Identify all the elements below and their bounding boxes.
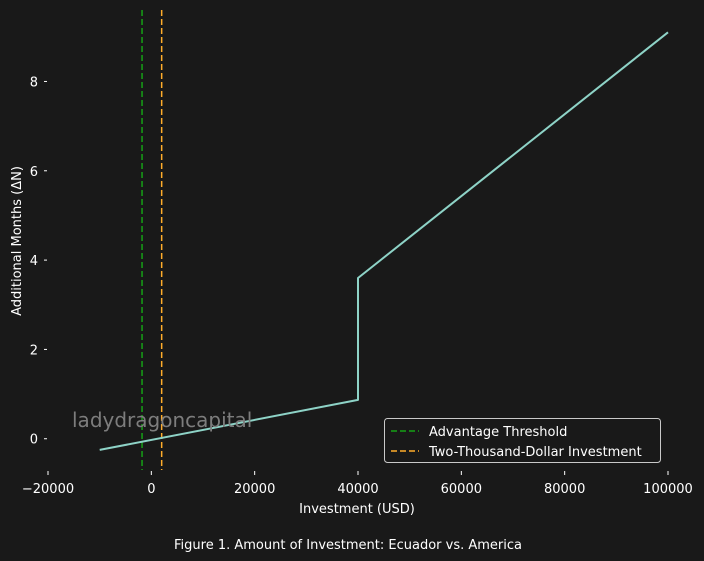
x-tick-label: 100000 bbox=[643, 482, 693, 497]
y-tick-label: 2 bbox=[30, 343, 38, 358]
data-series bbox=[99, 31, 669, 451]
x-tick-label: 60000 bbox=[441, 482, 482, 497]
y-tick-label: 4 bbox=[30, 254, 38, 269]
y-tick-label: 6 bbox=[30, 165, 38, 180]
y-axis-ticks: 0 2 4 6 8 bbox=[30, 75, 47, 448]
y-tick-label: 8 bbox=[30, 75, 38, 90]
x-tick-label: 80000 bbox=[544, 482, 585, 497]
x-tick-label: 0 bbox=[147, 482, 155, 497]
legend-label: Advantage Threshold bbox=[429, 425, 567, 440]
x-axis-title: Investment (USD) bbox=[299, 502, 415, 517]
x-axis-ticks: −20000 0 20000 40000 60000 80000 100000 bbox=[22, 471, 693, 497]
reference-lines bbox=[141, 10, 163, 470]
chart-legend: Advantage Threshold Two-Thousand-Dollar I… bbox=[384, 418, 661, 463]
figure-caption: Figure 1. Amount of Investment: Ecuador … bbox=[174, 538, 522, 553]
y-tick-label: 0 bbox=[30, 433, 38, 448]
y-axis-title: Additional Months (ΔN) bbox=[10, 166, 25, 316]
series-line bbox=[99, 31, 669, 451]
watermark-text: ladydragoncapital bbox=[72, 408, 252, 432]
legend-label: Two-Thousand-Dollar Investment bbox=[428, 445, 642, 460]
x-tick-label: −20000 bbox=[22, 482, 74, 497]
x-tick-label: 40000 bbox=[337, 482, 378, 497]
x-tick-label: 20000 bbox=[234, 482, 275, 497]
legend-box bbox=[384, 418, 661, 463]
